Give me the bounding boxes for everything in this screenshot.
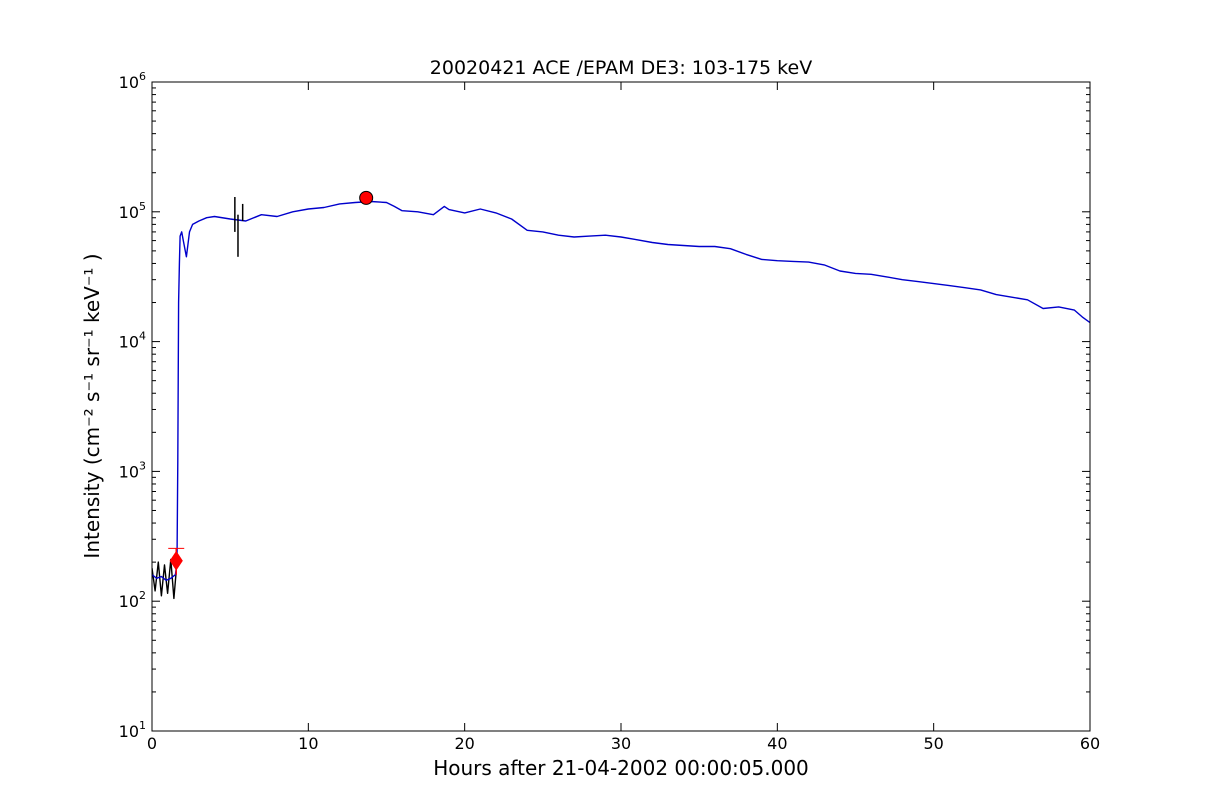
y-tick-label: 104 (119, 330, 146, 352)
x-axis: 0 10 20 30 40 50 60 (147, 82, 1100, 753)
series-line (152, 558, 177, 600)
x-tick-label: 10 (298, 734, 318, 753)
plot-area (152, 190, 1090, 600)
x-tick-label: 60 (1080, 734, 1100, 753)
y-tick-label: 106 (119, 70, 146, 92)
y-axis-label: Intensity (cm⁻² s⁻¹ sr⁻¹ keV⁻¹ ) (80, 253, 104, 558)
x-tick-label: 20 (454, 734, 474, 753)
chart-title: 20020421 ACE /EPAM DE3: 103-175 keV (430, 57, 812, 79)
series-line (152, 200, 1090, 581)
y-tick-label: 105 (119, 200, 146, 222)
x-tick-label: 30 (611, 734, 631, 753)
onset-marker (169, 550, 183, 571)
peak-marker (359, 190, 374, 205)
x-tick-label: 40 (767, 734, 787, 753)
y-tick-label: 102 (119, 589, 146, 611)
y-axis: 101 102 103 104 105 106 (119, 70, 1090, 741)
axes-frame (151, 81, 1091, 732)
x-tick-label: 0 (147, 734, 157, 753)
x-tick-label: 50 (923, 734, 943, 753)
x-axis-label: Hours after 21-04-2002 00:00:05.000 (433, 756, 809, 780)
y-tick-label: 103 (119, 459, 146, 481)
y-tick-label: 101 (119, 719, 146, 741)
